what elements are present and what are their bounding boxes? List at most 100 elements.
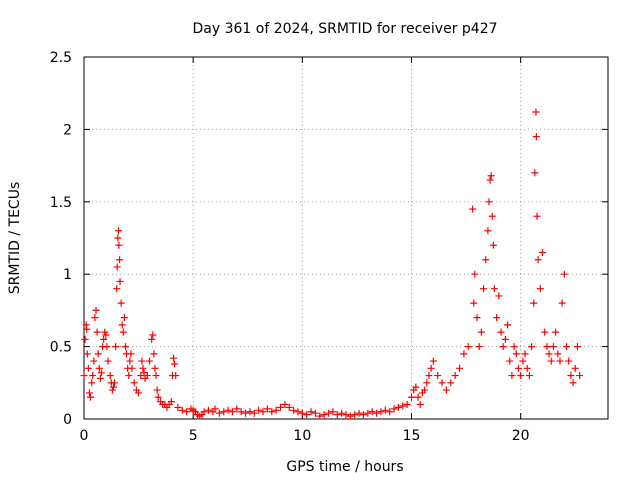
data-point — [171, 360, 179, 368]
data-point — [487, 172, 495, 180]
data-point — [477, 328, 485, 336]
data-points — [80, 108, 584, 420]
data-point — [143, 372, 151, 380]
data-point — [549, 343, 557, 351]
data-point — [447, 379, 455, 387]
data-point — [118, 321, 126, 329]
data-point — [233, 405, 241, 413]
data-point — [464, 343, 472, 351]
data-point — [84, 364, 92, 372]
x-tick-label: 10 — [293, 428, 311, 444]
data-point — [215, 409, 223, 417]
data-point — [567, 372, 575, 380]
data-point — [373, 409, 381, 417]
data-point — [381, 406, 389, 414]
data-point — [120, 314, 128, 322]
data-point — [399, 402, 407, 410]
y-tick-label: 1 — [63, 267, 72, 283]
data-point — [112, 343, 120, 351]
data-point — [121, 343, 129, 351]
data-point — [519, 357, 527, 365]
data-point — [508, 372, 516, 380]
data-point — [320, 411, 328, 419]
data-point — [220, 408, 228, 416]
data-point — [83, 350, 91, 358]
data-point — [149, 331, 157, 339]
data-point — [536, 285, 544, 293]
data-point — [325, 409, 333, 417]
y-tick-label: 0 — [63, 412, 72, 428]
data-point — [576, 372, 584, 380]
data-point — [486, 176, 494, 184]
data-point — [414, 393, 422, 401]
data-point — [154, 393, 162, 401]
data-point — [97, 369, 105, 377]
data-point — [250, 409, 258, 417]
data-point — [316, 412, 324, 420]
data-point — [329, 408, 337, 416]
data-point — [489, 241, 497, 249]
data-point — [501, 335, 509, 343]
data-point — [152, 372, 160, 380]
data-point — [298, 409, 306, 417]
y-tick-label: 2.5 — [50, 50, 72, 66]
data-point — [125, 372, 133, 380]
data-point — [521, 350, 529, 358]
data-point — [92, 306, 100, 314]
data-point — [517, 372, 525, 380]
data-point — [346, 412, 354, 420]
data-point — [148, 335, 156, 343]
data-point — [333, 411, 341, 419]
data-point — [429, 357, 437, 365]
data-point — [103, 343, 111, 351]
data-point — [228, 408, 236, 416]
data-point — [412, 383, 420, 391]
data-point — [545, 350, 553, 358]
y-tick-labels: 0 0.5 1 1.5 2 2.5 — [50, 50, 72, 428]
data-point — [126, 357, 134, 365]
data-point — [530, 299, 538, 307]
data-point — [104, 357, 112, 365]
data-point — [368, 408, 376, 416]
x-tick-labels: 0 5 10 15 20 — [80, 428, 530, 444]
data-point — [139, 364, 147, 372]
data-point — [480, 285, 488, 293]
data-point — [263, 405, 271, 413]
grid-lines — [84, 57, 608, 419]
data-point — [552, 328, 560, 336]
data-point — [541, 328, 549, 336]
data-point — [106, 372, 114, 380]
data-point — [138, 357, 146, 365]
data-point — [469, 205, 477, 213]
data-point — [80, 372, 88, 380]
data-point — [506, 357, 514, 365]
data-point — [109, 383, 117, 391]
data-point — [532, 108, 540, 116]
data-point — [364, 409, 372, 417]
data-point — [408, 393, 415, 401]
data-point — [490, 285, 498, 293]
data-point — [556, 357, 564, 365]
data-point — [100, 335, 108, 343]
data-point — [93, 328, 101, 336]
axis-ticks — [83, 56, 608, 420]
data-point — [533, 212, 541, 220]
data-point — [547, 357, 555, 365]
data-point — [89, 372, 97, 380]
data-point — [211, 405, 219, 413]
data-point — [442, 386, 450, 394]
data-point — [499, 343, 507, 351]
data-point — [438, 379, 446, 387]
data-point — [151, 364, 159, 372]
data-point — [85, 389, 93, 397]
data-point — [88, 379, 96, 387]
y-tick-label: 2 — [63, 122, 72, 138]
data-point — [451, 372, 459, 380]
data-point — [170, 354, 178, 362]
data-point — [130, 379, 138, 387]
data-point — [485, 198, 493, 206]
x-tick-label: 20 — [512, 428, 530, 444]
data-point — [569, 379, 577, 387]
data-point — [91, 314, 99, 322]
